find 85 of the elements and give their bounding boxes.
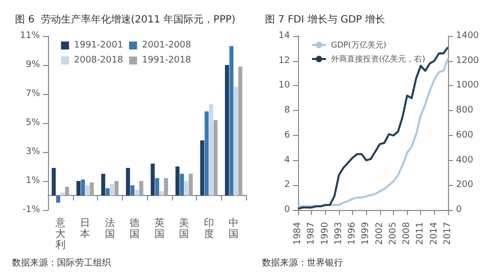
chart-title: 图 7 FDI 增长与 GDP 增长 xyxy=(265,14,386,26)
bar xyxy=(65,186,70,196)
legend-label: 2001-2008 xyxy=(142,40,192,50)
source-note: 数据来源：国际劳工组织 xyxy=(12,258,111,268)
y2-tick-label: 600 xyxy=(456,130,474,140)
x-tick-label: 1990 xyxy=(320,222,330,245)
bar xyxy=(155,178,160,196)
bar xyxy=(139,181,144,196)
bar xyxy=(234,86,238,196)
bar xyxy=(114,181,119,196)
y-tick-label: 7% xyxy=(26,89,40,99)
legend-label: 2008-2018 xyxy=(74,56,124,66)
y2-tick-label: 400 xyxy=(456,155,474,166)
bar xyxy=(184,181,188,196)
bar xyxy=(160,191,164,196)
y-tick-label: 1% xyxy=(26,176,40,186)
bar xyxy=(200,140,204,196)
x-tick-label: 2017 xyxy=(443,222,453,245)
bar xyxy=(134,190,139,196)
bar xyxy=(60,192,65,196)
bar xyxy=(164,178,168,196)
y-tick-label: 5% xyxy=(26,118,40,128)
x-tick-label: 美国 xyxy=(179,217,190,240)
x-tick-label: 1996 xyxy=(348,222,358,245)
bar xyxy=(85,185,90,196)
bar xyxy=(188,174,193,196)
y2-tick-label: 1200 xyxy=(456,56,480,66)
bar xyxy=(110,184,114,196)
bar xyxy=(209,104,214,196)
x-tick-label: 2011 xyxy=(416,222,426,245)
source-note: 数据来源：世界银行 xyxy=(262,258,343,268)
bar xyxy=(229,46,234,196)
bar xyxy=(76,181,80,196)
x-tick-label: 1993 xyxy=(334,222,344,245)
chart-title: 图 6 劳动生产率年化增速(2011 年国际元，PPP) xyxy=(15,14,236,26)
y-tick-label: 6 xyxy=(284,130,290,140)
y2-tick-label: 200 xyxy=(456,180,474,190)
y-tick-label: -1% xyxy=(22,205,40,215)
bar xyxy=(130,185,134,196)
y-tick-label: 0 xyxy=(284,205,290,215)
x-tick-label: 中国 xyxy=(228,217,239,240)
bar xyxy=(52,168,56,196)
y2-tick-label: 0 xyxy=(456,205,462,215)
x-tick-label: 1987 xyxy=(306,222,317,245)
x-tick-label: 印度 xyxy=(204,217,214,240)
x-tick-label: 2005 xyxy=(388,222,398,245)
bar xyxy=(224,65,229,196)
x-tick-label: 法国 xyxy=(104,217,115,240)
y-tick-label: 14 xyxy=(278,31,290,41)
bar xyxy=(204,111,209,196)
y-tick-label: 10 xyxy=(278,80,290,91)
bar xyxy=(150,164,155,196)
x-tick-label: 2002 xyxy=(374,222,385,245)
bar xyxy=(180,174,184,196)
legend-label: 1991-2018 xyxy=(142,56,192,66)
x-tick-label: 德国 xyxy=(130,218,140,240)
x-tick-label: 1999 xyxy=(361,222,372,245)
x-tick-label: 日本 xyxy=(80,218,90,240)
bar xyxy=(101,174,106,196)
y-tick-label: 3% xyxy=(26,147,40,157)
legend-label: 外商直接投资(亿美元，右) xyxy=(331,54,426,64)
y2-tick-label: 1000 xyxy=(456,80,480,91)
x-tick-label: 英国 xyxy=(154,217,164,240)
x-tick-label: 意大利 xyxy=(54,217,66,251)
x-tick-label: 1984 xyxy=(293,222,303,245)
y-tick-label: 12 xyxy=(278,56,290,66)
x-tick-label: 2014 xyxy=(429,222,440,245)
y-tick-label: 8 xyxy=(284,106,290,116)
bar xyxy=(238,66,242,196)
bar xyxy=(175,166,180,196)
bar xyxy=(80,180,85,196)
legend-label: GDP(万亿美元) xyxy=(331,40,386,50)
y-tick-label: 2 xyxy=(284,180,290,190)
y2-tick-label: 800 xyxy=(456,106,474,116)
x-tick-label: 2008 xyxy=(402,222,412,245)
y-tick-label: 9% xyxy=(26,60,40,70)
bar xyxy=(214,120,218,196)
bar xyxy=(106,188,110,196)
legend-label: 1991-2001 xyxy=(74,40,124,50)
y-tick-label: 11% xyxy=(20,31,40,41)
bar xyxy=(56,196,60,203)
y-tick-label: 4 xyxy=(284,155,290,166)
bar xyxy=(126,168,130,196)
bar xyxy=(90,182,94,196)
y2-tick-label: 1400 xyxy=(456,31,480,41)
